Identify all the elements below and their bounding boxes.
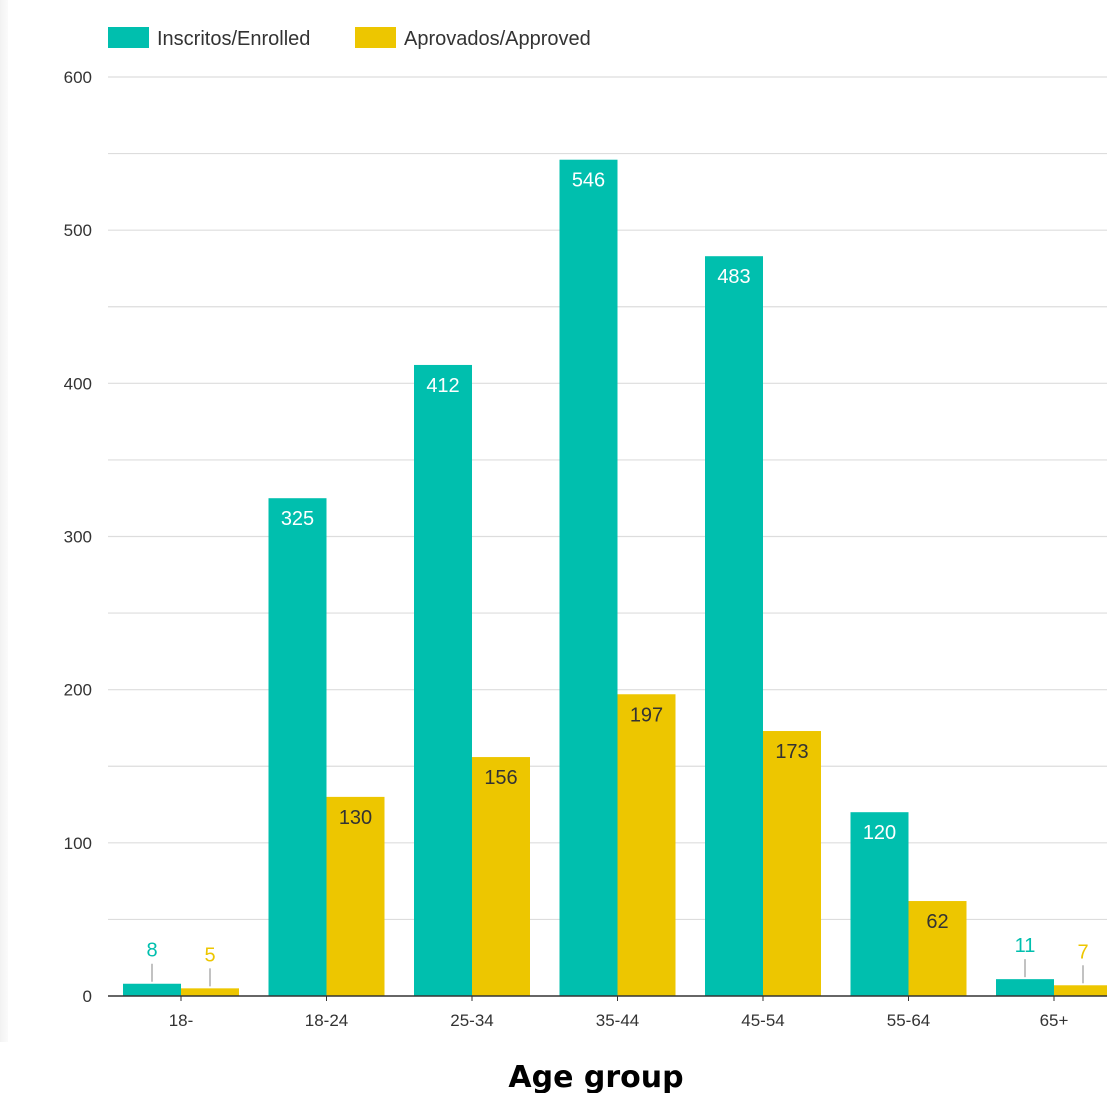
data-label: 483 [717,266,750,288]
data-label: 173 [775,741,808,763]
bar-enrolled-25-34 [414,364,472,996]
bar-approved-18- [181,988,239,996]
y-tick-label: 400 [64,374,92,393]
data-label: 546 [572,170,605,192]
y-axis-ticks: 0 100 200 300 400 500 600 [64,68,92,1006]
page-left-border [0,0,8,1042]
x-axis-title: Age group [508,1060,683,1093]
bar-approved-45-54 [763,731,821,996]
data-label: 62 [926,911,948,933]
bar-enrolled-45-54 [705,256,763,997]
data-label: 120 [863,822,896,844]
data-label: 7 [1077,941,1088,963]
bar-approved-65+ [1054,985,1107,996]
y-tick-label: 0 [83,987,92,1006]
data-label: 156 [484,767,517,789]
data-label: 412 [426,375,459,397]
x-tick-label: 65+ [1040,1011,1069,1030]
y-tick-label: 600 [64,68,92,87]
x-tick-label: 35-44 [596,1011,639,1030]
x-tick-label: 25-34 [450,1011,493,1030]
legend-label-enrolled: Inscritos/Enrolled [157,28,310,50]
y-tick-label: 200 [64,681,92,700]
bar-enrolled-18-24 [268,498,327,996]
data-label: 197 [630,704,663,726]
legend: Inscritos/Enrolled Aprovados/Approved [108,27,591,50]
data-label: 11 [1015,935,1036,957]
legend-swatch-approved [355,27,396,48]
x-axis-ticks: 18- 18-24 25-34 35-44 45-54 55-64 65+ [108,995,1107,1030]
bar-approved-25-34 [472,757,530,996]
x-tick-label: 45-54 [741,1011,784,1030]
bar-enrolled-55-64 [850,812,909,996]
data-label: 8 [146,940,157,962]
legend-label-approved: Aprovados/Approved [404,28,591,50]
legend-swatch-enrolled [108,27,149,48]
bar-value-labels: 8 5 325 130 412 156 546 197 483 173 120 62 11 7 [146,170,1089,987]
x-tick-label: 55-64 [887,1011,930,1030]
bar-approved-55-64 [908,901,967,996]
bar-enrolled-65+ [996,979,1054,996]
x-tick-label: 18- [169,1011,194,1030]
x-tick-label: 18-24 [305,1011,348,1030]
y-tick-label: 300 [64,528,92,547]
data-label: 130 [339,807,372,829]
bar-approved-18-24 [326,796,385,996]
bars [123,159,1107,997]
data-label: 325 [281,508,314,530]
bar-enrolled-18- [123,983,181,996]
y-tick-label: 100 [64,834,92,853]
y-tick-label: 500 [64,221,92,240]
data-label: 5 [204,944,215,966]
bar-approved-35-44 [617,694,676,996]
bar-enrolled-35-44 [559,159,618,996]
